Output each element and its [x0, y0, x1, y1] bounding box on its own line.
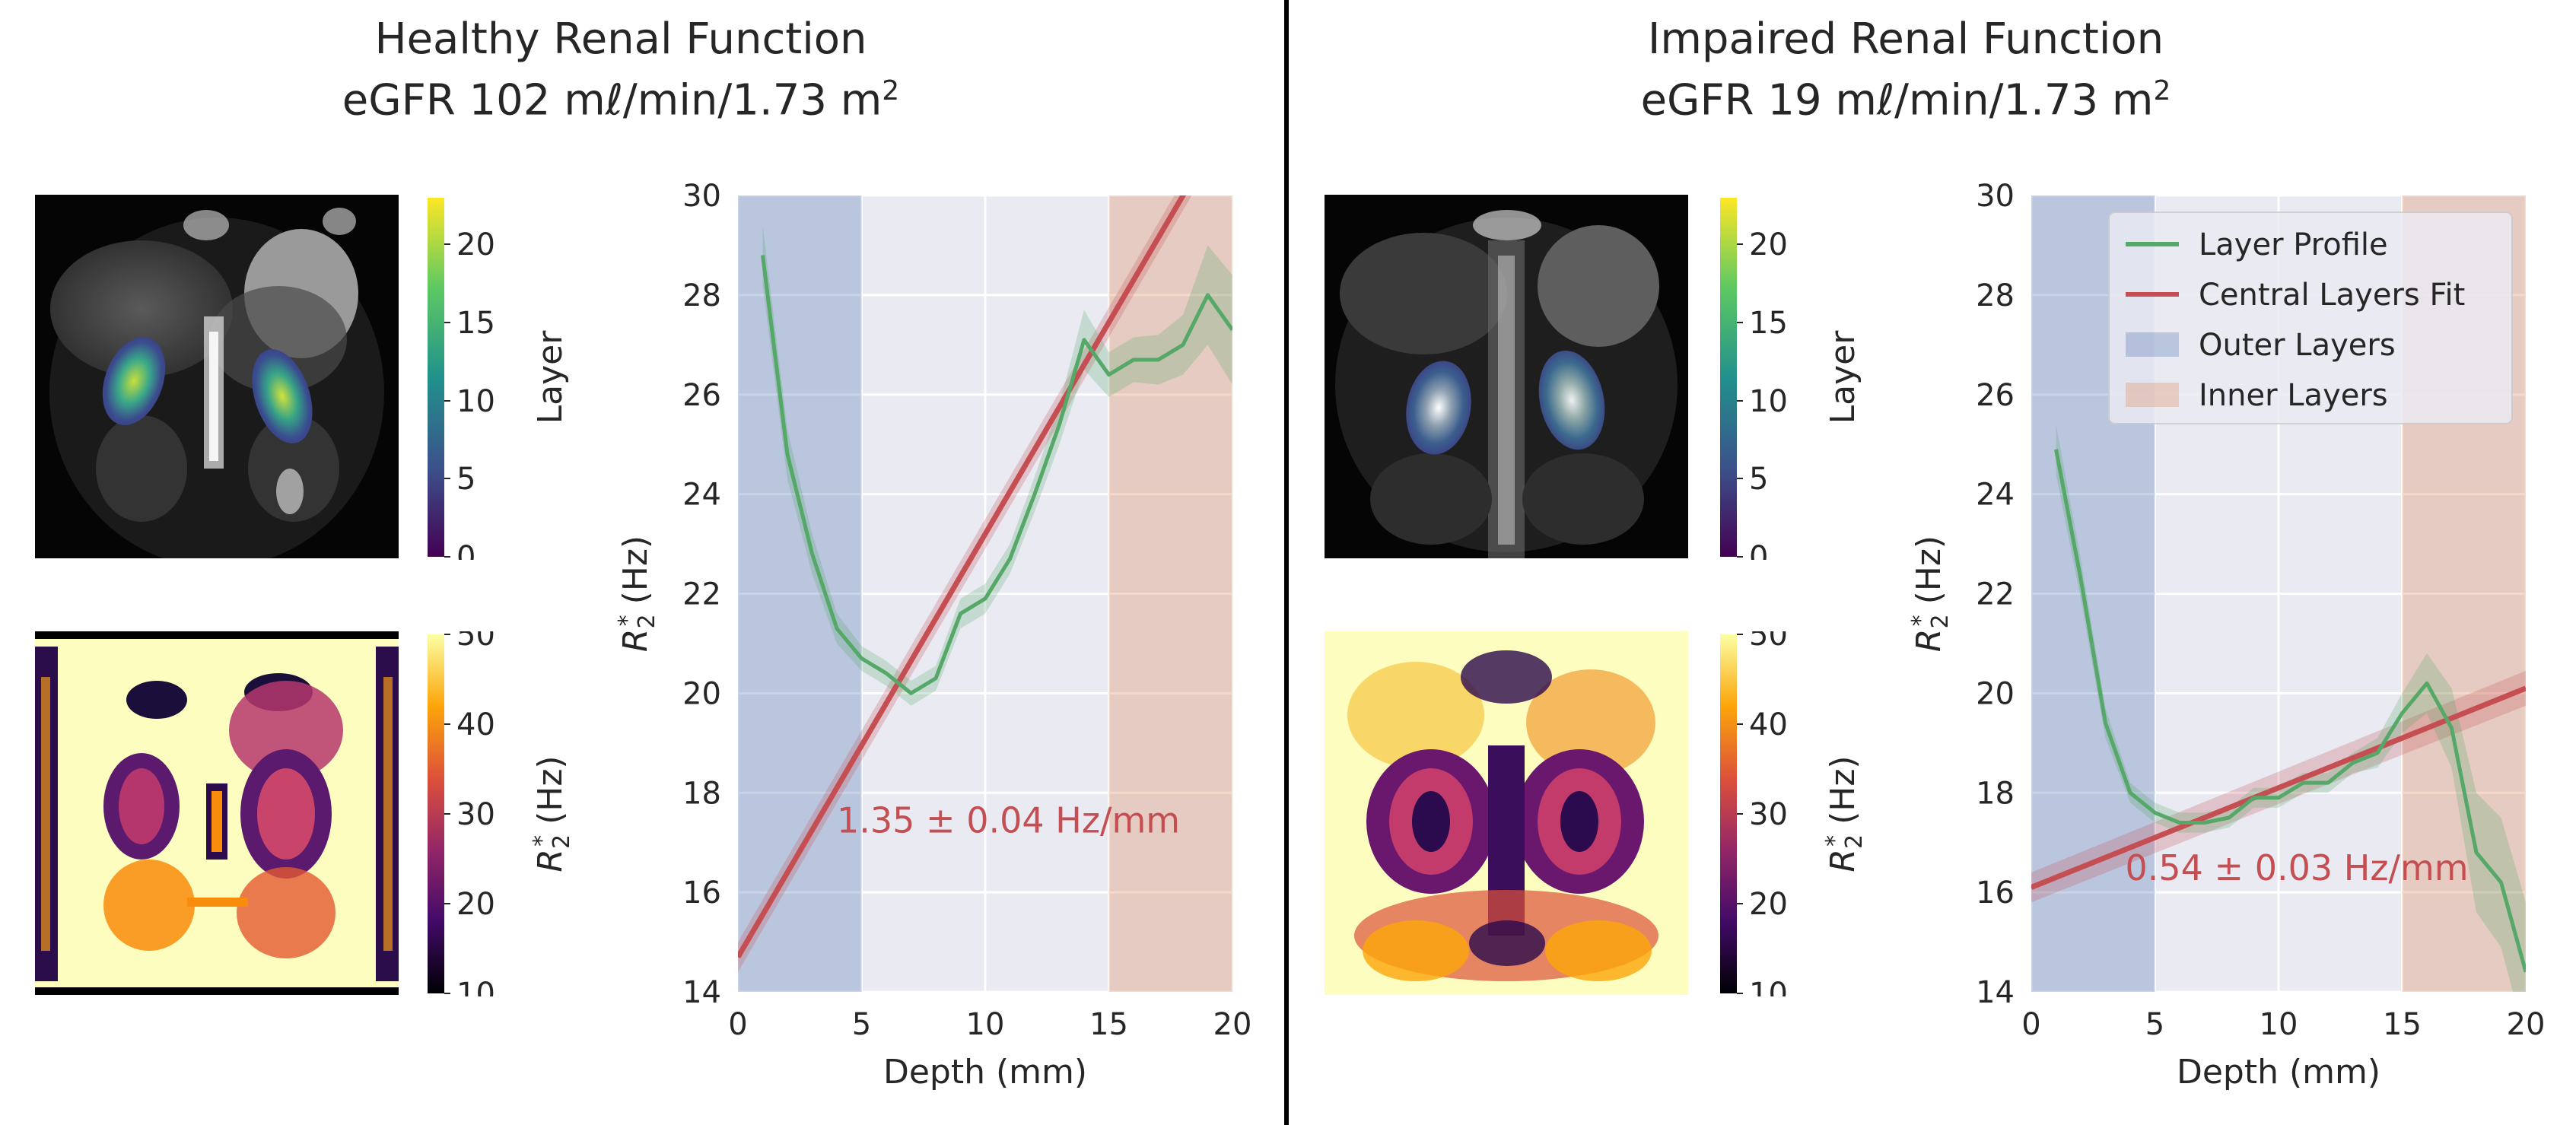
healthy-title: Healthy Renal Function eGFR 102 mℓ/min/1… — [240, 14, 1001, 127]
impaired-r2-colorbar-label: R2* (Hz) — [1821, 755, 1868, 872]
impaired-layer-profile-line — [2054, 449, 2526, 973]
panel-divider — [1284, 0, 1289, 1125]
healthy-r2-colorbar: 10 20 30 40 50 R2* (Hz) — [428, 631, 575, 996]
impaired-legend-label-2: Outer Layers — [2199, 328, 2396, 363]
impaired-slope-annotation: 0.54 ± 0.03 Hz/mm — [2126, 847, 2469, 888]
impaired-r2-tick-10: 10 — [1749, 977, 1788, 996]
impaired-plot-area — [2031, 195, 2526, 992]
impaired-title-line1: Impaired Renal Function — [1647, 14, 2164, 64]
healthy-ytick-16: 16 — [682, 876, 721, 910]
healthy-slope-annotation: 1.35 ± 0.04 Hz/mm — [837, 800, 1180, 841]
healthy-xtick-15: 15 — [1089, 1007, 1128, 1042]
healthy-layer-tick-0: 0 — [456, 540, 475, 560]
impaired-central-layers-fit-line — [2031, 685, 2526, 890]
impaired-title-line2: eGFR 19 mℓ/min/1.73 m2 — [1640, 75, 2171, 126]
healthy-y-axis-label: R2* (Hz) — [614, 535, 660, 652]
impaired-ytick-30: 30 — [1976, 179, 2015, 214]
healthy-layer-profile-line — [761, 255, 1232, 695]
healthy-r2-colorbar-label: R2* (Hz) — [529, 755, 575, 872]
healthy-layer-tick-15: 15 — [456, 306, 495, 341]
healthy-layer-colorbar-label: Layer — [531, 330, 570, 424]
impaired-r2-tick-50: 50 — [1749, 631, 1788, 653]
healthy-depth-profile-chart: 1.35 ± 0.04 Hz/mm 0 5 10 15 20 14 16 18 20 22 24 26 2… — [614, 179, 1252, 1092]
healthy-r2star-map — [35, 631, 399, 995]
impaired-ytick-22: 22 — [1976, 577, 2015, 612]
impaired-ytick-16: 16 — [1976, 876, 2015, 910]
impaired-ytick-18: 18 — [1976, 776, 2015, 811]
impaired-title: Impaired Renal Function eGFR 19 mℓ/min/1… — [1525, 14, 2286, 127]
impaired-r2-colorbar: 10 20 30 40 50 R2* (Hz) — [1720, 631, 1868, 996]
healthy-xtick-10: 10 — [966, 1007, 1005, 1042]
healthy-x-axis-label: Depth (mm) — [883, 1053, 1087, 1092]
impaired-r2star-map — [1325, 631, 1688, 995]
impaired-xtick-10: 10 — [2260, 1007, 2298, 1042]
healthy-outer-layers-region — [738, 195, 862, 992]
impaired-legend-label-0: Layer Profile — [2199, 227, 2388, 262]
healthy-ytick-20: 20 — [682, 676, 721, 711]
impaired-xtick-20: 20 — [2507, 1007, 2546, 1042]
healthy-ytick-24: 24 — [682, 478, 721, 513]
healthy-central-layers-fit-line — [738, 195, 1187, 958]
impaired-layer-tick-10: 10 — [1749, 384, 1788, 419]
healthy-plot-area — [738, 195, 1232, 992]
impaired-profile-confidence-band — [2056, 424, 2526, 992]
impaired-layer-tick-0: 0 — [1749, 540, 1768, 560]
healthy-title-line2: eGFR 102 mℓ/min/1.73 m2 — [342, 75, 900, 126]
healthy-ytick-18: 18 — [682, 776, 721, 811]
healthy-ytick-26: 26 — [682, 378, 721, 413]
healthy-xtick-20: 20 — [1213, 1007, 1252, 1042]
healthy-xtick-5: 5 — [852, 1007, 871, 1042]
impaired-layer-colorbar: 0 5 10 15 20 Layer — [1720, 198, 1862, 560]
impaired-layer-colorbar-label: Layer — [1824, 330, 1862, 424]
healthy-ytick-14: 14 — [682, 975, 721, 1010]
healthy-r2-tick-30: 30 — [456, 797, 495, 832]
impaired-r2-tick-20: 20 — [1749, 887, 1788, 922]
impaired-layer-tick-15: 15 — [1749, 306, 1788, 341]
impaired-xtick-15: 15 — [2383, 1007, 2422, 1042]
impaired-ytick-28: 28 — [1976, 278, 2015, 313]
healthy-layer-tick-10: 10 — [456, 384, 495, 419]
healthy-r2-tick-10: 10 — [456, 977, 495, 996]
impaired-legend-frame — [2108, 211, 2513, 424]
healthy-ytick-30: 30 — [682, 179, 721, 214]
impaired-anatomy-image — [1325, 195, 1688, 558]
impaired-ytick-20: 20 — [1976, 676, 2015, 711]
impaired-ytick-26: 26 — [1976, 378, 2015, 413]
impaired-r2-tick-40: 40 — [1749, 707, 1788, 742]
impaired-x-axis-label: Depth (mm) — [2177, 1053, 2380, 1092]
impaired-xtick-5: 5 — [2145, 1007, 2164, 1042]
healthy-layer-colorbar-ticks: 0 5 10 15 20 — [444, 227, 495, 560]
healthy-r2-tick-40: 40 — [456, 707, 495, 742]
healthy-r2-tick-20: 20 — [456, 887, 495, 922]
impaired-legend-label-3: Inner Layers — [2199, 378, 2388, 413]
impaired-ytick-24: 24 — [1976, 478, 2015, 513]
impaired-y-axis-label: R2* (Hz) — [1907, 535, 1954, 652]
impaired-depth-profile-chart: 0.54 ± 0.03 Hz/mm 0 5 10 15 20 14 16 18 20 22 24 26 2… — [1907, 179, 2546, 1092]
healthy-xtick-0: 0 — [728, 1007, 747, 1042]
healthy-layer-tick-20: 20 — [456, 227, 495, 262]
healthy-ytick-22: 22 — [682, 577, 721, 612]
healthy-layer-colorbar: 0 5 10 15 20 Layer — [428, 198, 570, 560]
impaired-ytick-14: 14 — [1976, 975, 2015, 1010]
healthy-inner-layers-region — [1108, 195, 1232, 992]
healthy-ytick-28: 28 — [682, 278, 721, 313]
healthy-layer-tick-5: 5 — [456, 462, 475, 497]
impaired-layer-tick-20: 20 — [1749, 227, 1788, 262]
healthy-r2-tick-50: 50 — [456, 631, 495, 653]
impaired-layer-tick-5: 5 — [1749, 462, 1768, 497]
impaired-legend-swatch-outer — [2126, 332, 2179, 357]
healthy-anatomy-image — [35, 195, 399, 558]
impaired-r2-tick-30: 30 — [1749, 797, 1788, 832]
impaired-legend-label-1: Central Layers Fit — [2199, 278, 2465, 313]
healthy-title-line1: Healthy Renal Function — [374, 14, 867, 64]
impaired-xtick-0: 0 — [2021, 1007, 2040, 1042]
impaired-legend-swatch-inner — [2126, 383, 2179, 407]
healthy-fit-confidence-band — [738, 195, 1192, 972]
impaired-legend: Layer Profile Central Layers Fit Outer Lay… — [2108, 211, 2513, 424]
